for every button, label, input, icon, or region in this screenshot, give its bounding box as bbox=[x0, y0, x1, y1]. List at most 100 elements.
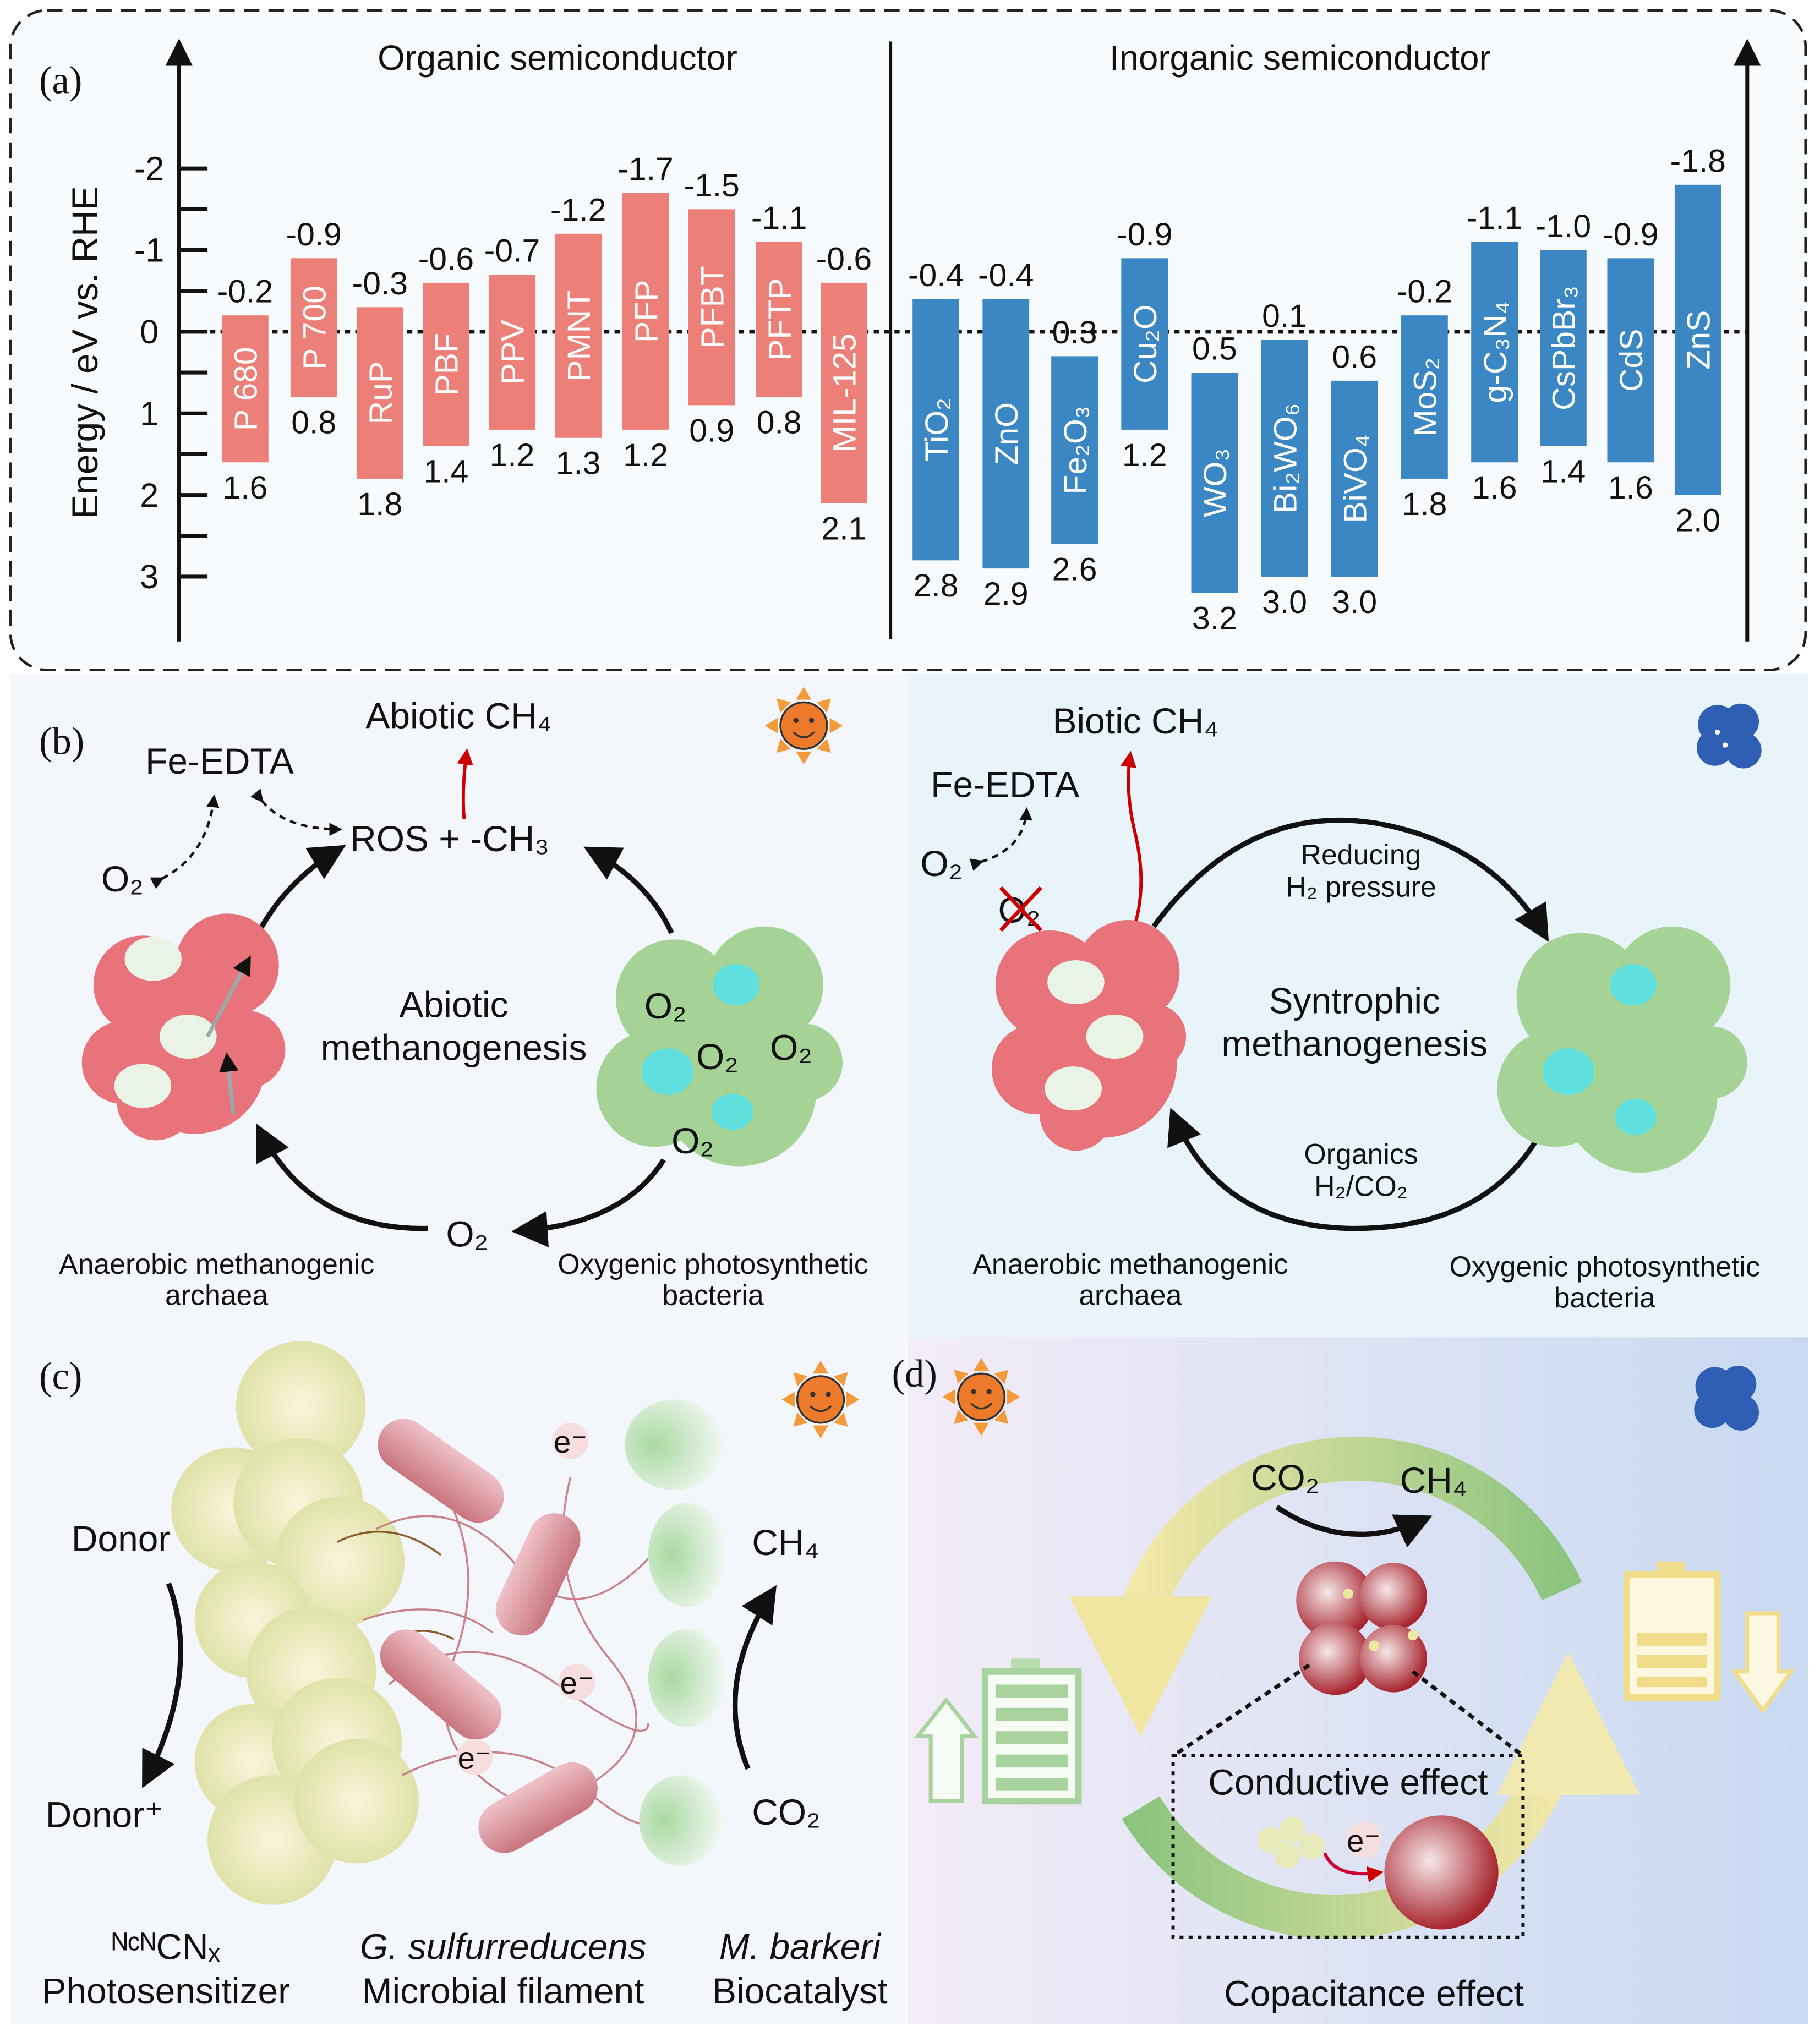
abiotic-line2: methanogenesis bbox=[321, 1027, 587, 1067]
cb-value-label: -1.0 bbox=[1535, 209, 1591, 244]
bar-name-label: ZnS bbox=[1681, 310, 1717, 370]
o2-in-bacteria-4: O₂ bbox=[671, 1120, 714, 1161]
band-bar bbox=[1674, 184, 1721, 495]
band-bar-group: 0.1 3.0 Bi₂WO₆ bbox=[1261, 298, 1308, 620]
vb-value-label: 3.2 bbox=[1192, 601, 1237, 637]
cb-value-label: -1.2 bbox=[550, 192, 606, 228]
battery-discharging-icon bbox=[1623, 1561, 1795, 1714]
ros-ch3-label: ROS + -CH₃ bbox=[350, 818, 549, 859]
band-bar bbox=[1261, 340, 1308, 577]
band-bar bbox=[1191, 373, 1238, 593]
vb-value-label: 1.4 bbox=[1540, 454, 1586, 490]
band-bar bbox=[356, 307, 403, 479]
cb-value-label: -0.7 bbox=[484, 233, 540, 269]
red-arrow-biotic-ch4 bbox=[1120, 751, 1143, 923]
biocatalyst-cells bbox=[625, 1399, 726, 1866]
small-particles bbox=[1257, 1816, 1325, 1869]
electron-label: e⁻ bbox=[560, 1666, 594, 1700]
photosensitizer-label: Photosensitizer bbox=[42, 1970, 290, 2011]
bar-name-label: P 700 bbox=[297, 286, 332, 370]
blocked-cross-icon bbox=[999, 886, 1042, 932]
filament-label: Microbial filament bbox=[362, 1970, 644, 2011]
band-bar-group: -0.9 1.2 Cu₂O bbox=[1117, 217, 1172, 473]
panel-d-label: (d) bbox=[892, 1352, 937, 1395]
co2-to-ch4-arrow-d bbox=[1275, 1504, 1433, 1548]
bar-name-label: PFTP bbox=[762, 278, 798, 360]
band-bars: -0.2 1.6 P 680 -0.9 0.8 P 700 -0.3 1.8 RuP -0.6 1.… bbox=[217, 143, 1726, 636]
bar-name-label: BiVO₄ bbox=[1337, 434, 1373, 523]
band-bar-group: -0.2 1.6 P 680 bbox=[217, 274, 273, 506]
cb-value-label: 0.6 bbox=[1332, 339, 1377, 375]
syntrophic-line1: Syntrophic bbox=[1269, 981, 1440, 1021]
archaea-label-right-2: archaea bbox=[1079, 1279, 1182, 1311]
band-bar-group: -0.6 2.1 MIL-125 bbox=[816, 241, 872, 546]
band-bar-group: -0.9 1.6 CdS bbox=[1603, 217, 1658, 506]
band-bar-group: -1.1 0.8 PFTP bbox=[751, 200, 807, 440]
bacteria-label-right-2: bacteria bbox=[1554, 1282, 1655, 1313]
methanogen-cluster bbox=[1296, 1561, 1428, 1695]
zoom-box bbox=[1171, 1754, 1525, 1939]
band-bar-group: 0.5 3.2 WO₃ bbox=[1191, 331, 1238, 637]
cb-value-label: -0.6 bbox=[816, 241, 872, 277]
bar-name-label: P 680 bbox=[228, 347, 264, 431]
vb-value-label: 0.8 bbox=[757, 404, 802, 440]
band-bar bbox=[1471, 242, 1518, 463]
vb-value-label: 2.9 bbox=[983, 576, 1029, 612]
cb-value-label: -1.1 bbox=[1467, 200, 1522, 236]
band-bar-group: -1.2 1.3 PMNT bbox=[550, 192, 606, 481]
cycle-arrow-organics bbox=[1167, 1108, 1548, 1231]
electron-badge-1: e⁻ bbox=[552, 1422, 589, 1459]
cb-value-label: -0.4 bbox=[908, 258, 964, 293]
co2-label-c: CO₂ bbox=[752, 1792, 820, 1832]
organic-title: Organic semiconductor bbox=[378, 39, 737, 78]
band-bar bbox=[1121, 258, 1168, 430]
band-bar bbox=[912, 299, 959, 561]
band-bar bbox=[290, 258, 337, 397]
geobacter-rods bbox=[378, 1419, 598, 1853]
vb-value-label: 1.2 bbox=[623, 437, 668, 473]
vb-value-label: 2.1 bbox=[821, 511, 866, 546]
band-bar bbox=[423, 282, 469, 446]
electron-transfer-arrow bbox=[1323, 1852, 1384, 1882]
sun-icon bbox=[781, 1360, 860, 1439]
cycle-arrow-reducing-h2 bbox=[1151, 817, 1549, 942]
moon-icon bbox=[1696, 703, 1763, 769]
band-bar-group: -0.9 0.8 P 700 bbox=[286, 217, 341, 441]
bar-name-label: PMNT bbox=[561, 290, 597, 382]
y-tick-label: -2 bbox=[134, 150, 164, 187]
vb-value-label: 2.0 bbox=[1675, 503, 1720, 539]
band-bar-group: -0.4 2.9 ZnO bbox=[978, 258, 1034, 612]
cb-value-label: -1.1 bbox=[751, 200, 807, 236]
sun-icon bbox=[942, 1358, 1020, 1436]
band-bar bbox=[1331, 380, 1378, 577]
dashed-arrow-fe-edta-o2-right bbox=[969, 807, 1032, 871]
bar-name-label: PFBT bbox=[695, 266, 730, 348]
cb-value-label: -0.4 bbox=[978, 258, 1034, 293]
cb-value-label: -1.5 bbox=[684, 168, 739, 204]
zoom-line-left bbox=[1172, 1663, 1310, 1757]
methanogenic-archaea-illustration-right bbox=[991, 920, 1187, 1151]
electron-badge-2: e⁻ bbox=[559, 1663, 595, 1700]
cb-value-label: -0.3 bbox=[352, 266, 408, 302]
vb-value-label: 1.8 bbox=[1402, 486, 1447, 522]
vb-value-label: 1.6 bbox=[1472, 470, 1517, 506]
biocatalyst-label: Biocatalyst bbox=[712, 1970, 888, 2011]
cb-value-label: 0.3 bbox=[1052, 315, 1097, 351]
y-tick-label: -1 bbox=[134, 232, 164, 269]
panel-a-frame bbox=[9, 9, 1807, 671]
vb-value-label: 1.2 bbox=[1122, 437, 1167, 473]
battery-charging-icon bbox=[914, 1658, 1082, 1805]
y-tick-label: 3 bbox=[140, 558, 159, 595]
electron-badge-3: e⁻ bbox=[456, 1739, 493, 1776]
band-bar-group: 0.3 2.6 Fe₂O₃ bbox=[1051, 315, 1098, 588]
o2-in-bacteria-1: O₂ bbox=[644, 985, 687, 1026]
cb-value-label: 0.1 bbox=[1262, 298, 1307, 334]
reducing-line1: Reducing bbox=[1301, 839, 1422, 870]
ch4-label-c: CH₄ bbox=[752, 1522, 819, 1563]
photosynthetic-bacteria-illustration-right bbox=[1497, 926, 1747, 1173]
band-bar-group: -0.2 1.8 MoS₂ bbox=[1397, 274, 1452, 522]
archaea-label-left-2: archaea bbox=[165, 1279, 268, 1311]
bar-name-label: MIL-125 bbox=[827, 333, 863, 452]
bar-name-label: MoS₂ bbox=[1408, 358, 1444, 437]
